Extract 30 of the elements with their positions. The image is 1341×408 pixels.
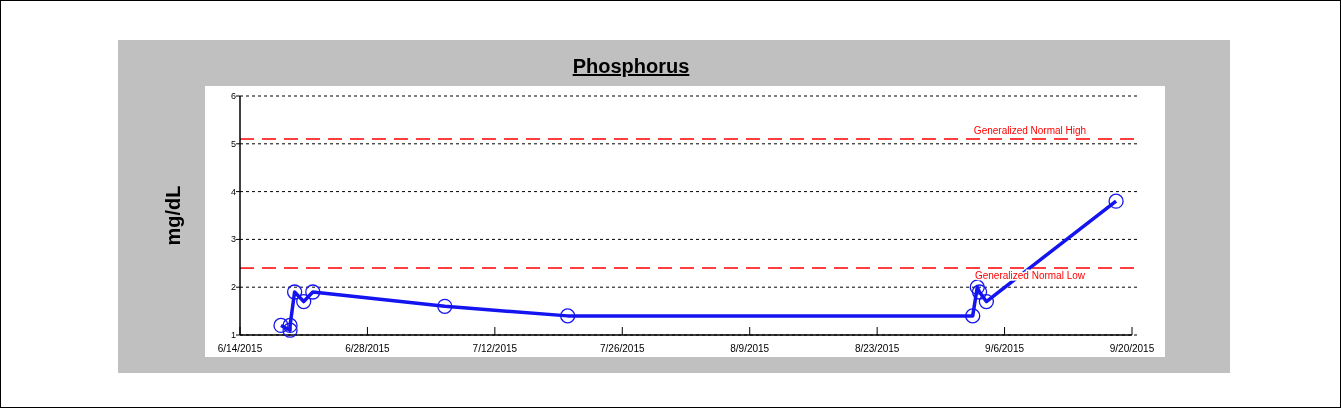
y-axis-title: mg/dL bbox=[162, 185, 184, 246]
point bbox=[560, 308, 576, 324]
x-tick-label: 6/28/2015 bbox=[345, 343, 391, 354]
y-tick-label: 1 bbox=[230, 330, 236, 340]
point bbox=[969, 279, 985, 295]
point bbox=[437, 298, 453, 314]
x-tick-label: 6/14/2015 bbox=[217, 343, 263, 354]
point bbox=[971, 284, 988, 300]
x-tick-label: 9/6/2015 bbox=[985, 343, 1025, 354]
point bbox=[282, 322, 298, 338]
y-tick-label: 6 bbox=[230, 91, 236, 101]
point bbox=[965, 308, 981, 324]
y-tick-label: 5 bbox=[230, 138, 236, 149]
x-tick-label: 8/9/2015 bbox=[730, 343, 770, 354]
y-tick-label: 3 bbox=[230, 234, 236, 245]
x-tick-label: 9/20/2015 bbox=[1109, 343, 1155, 354]
ref-line-label: Generalized Normal High bbox=[973, 125, 1087, 137]
y-tick-label: 2 bbox=[230, 282, 236, 293]
point bbox=[978, 293, 995, 310]
point bbox=[296, 293, 312, 310]
point bbox=[1108, 193, 1124, 209]
y-tick-label: 4 bbox=[230, 186, 236, 197]
point bbox=[282, 317, 298, 334]
x-tick-label: 8/23/2015 bbox=[854, 343, 900, 354]
point bbox=[305, 284, 321, 300]
point bbox=[273, 317, 289, 334]
x-tick-label: 7/26/2015 bbox=[600, 343, 645, 354]
x-tick-label: 7/12/2015 bbox=[472, 343, 518, 354]
chart-title: Phosphorus bbox=[572, 55, 690, 77]
point bbox=[286, 284, 303, 300]
